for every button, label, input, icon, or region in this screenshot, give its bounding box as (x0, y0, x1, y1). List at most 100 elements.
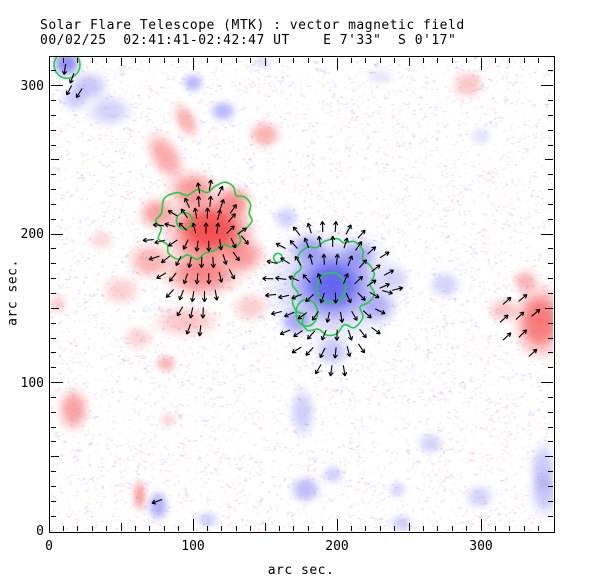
axis-tick (509, 57, 511, 63)
axis-tick (538, 57, 540, 63)
axis-tick (548, 426, 553, 428)
axis-tick (50, 500, 56, 502)
axis-tick (50, 456, 59, 458)
axis-tick (221, 57, 223, 63)
axis-tick (149, 57, 151, 63)
axis-tick (50, 248, 56, 250)
axis-tick (548, 322, 553, 324)
y-tick-label: 300 (20, 78, 44, 94)
field-contour (154, 181, 253, 261)
axis-tick (466, 57, 468, 63)
axis-tick (408, 523, 410, 531)
axis-tick (548, 337, 553, 339)
field-contour-circle (316, 271, 347, 304)
axis-tick (77, 57, 79, 63)
axis-tick (62, 526, 64, 531)
axis-tick (235, 526, 237, 531)
y-tick-label: 0 (36, 524, 44, 539)
axis-tick (541, 382, 553, 384)
axis-tick (91, 57, 93, 63)
axis-tick (50, 85, 63, 87)
axis-tick (50, 426, 56, 428)
axis-tick (178, 57, 180, 63)
axis-tick (437, 526, 439, 531)
axis-tick (394, 57, 396, 63)
axis-tick (264, 523, 266, 531)
axis-tick (480, 519, 482, 531)
contour-vector-layer (53, 56, 541, 505)
axis-tick (206, 526, 208, 531)
axis-tick (545, 307, 553, 309)
axis-tick (541, 85, 553, 87)
axis-tick (106, 57, 108, 63)
axis-tick (494, 57, 496, 63)
axis-tick (250, 526, 252, 531)
axis-tick (379, 526, 381, 531)
axis-tick (336, 57, 338, 70)
axis-tick (50, 189, 56, 191)
y-tick-label: 100 (20, 375, 44, 391)
axis-tick (548, 500, 553, 502)
axis-tick (50, 233, 63, 235)
axis-tick (548, 293, 553, 294)
axis-tick (50, 471, 56, 473)
axis-tick (509, 526, 511, 531)
axis-tick (545, 159, 553, 161)
axis-tick (278, 526, 280, 531)
axis-tick (451, 526, 453, 531)
axis-tick (50, 174, 56, 176)
field-contour-circle (53, 56, 81, 80)
axis-tick (50, 515, 56, 517)
axis-tick (206, 57, 208, 63)
axis-tick (408, 57, 410, 66)
transverse-field-vectors (61, 63, 541, 505)
axis-tick (50, 159, 59, 161)
axis-tick (50, 293, 56, 294)
axis-tick (50, 485, 56, 487)
axis-tick (134, 526, 136, 531)
axis-tick (50, 144, 56, 146)
axis-tick (192, 519, 194, 531)
axis-tick (350, 57, 352, 63)
axis-tick (50, 263, 56, 265)
x-tick-label: 200 (325, 539, 349, 554)
axis-tick (548, 174, 553, 176)
axis-tick (50, 382, 63, 384)
axis-tick (548, 352, 553, 354)
axis-tick (422, 57, 424, 63)
axis-tick (545, 456, 553, 458)
axis-tick (365, 526, 367, 531)
axis-tick (62, 57, 64, 63)
plot-area (49, 56, 553, 531)
axis-tick (307, 526, 309, 531)
axis-tick (322, 526, 324, 531)
axis-tick (548, 189, 553, 191)
axis-tick (548, 263, 553, 265)
axis-tick (480, 57, 482, 70)
axis-tick (50, 278, 56, 280)
axis-tick (50, 218, 56, 220)
x-tick-label: 100 (181, 539, 205, 554)
axis-tick (192, 57, 194, 70)
magnetogram-noise-canvas (49, 56, 553, 531)
axis-tick (548, 396, 553, 398)
axis-tick (394, 526, 396, 531)
axis-tick (221, 526, 223, 531)
axis-tick (548, 100, 553, 102)
axis-tick (548, 441, 553, 443)
axis-tick (548, 278, 553, 280)
axis-tick (50, 352, 56, 354)
axis-tick (50, 411, 56, 413)
axis-tick (50, 114, 56, 116)
axis-tick (250, 57, 252, 63)
axis-tick (548, 471, 553, 473)
y-axis-title: arc sec. (5, 259, 21, 326)
axis-tick (548, 485, 553, 487)
axis-tick (77, 526, 79, 531)
y-tick-label: 200 (20, 227, 44, 243)
axis-tick (50, 70, 56, 72)
axis-tick (437, 57, 439, 63)
axis-tick (264, 57, 266, 66)
axis-tick (50, 129, 56, 131)
